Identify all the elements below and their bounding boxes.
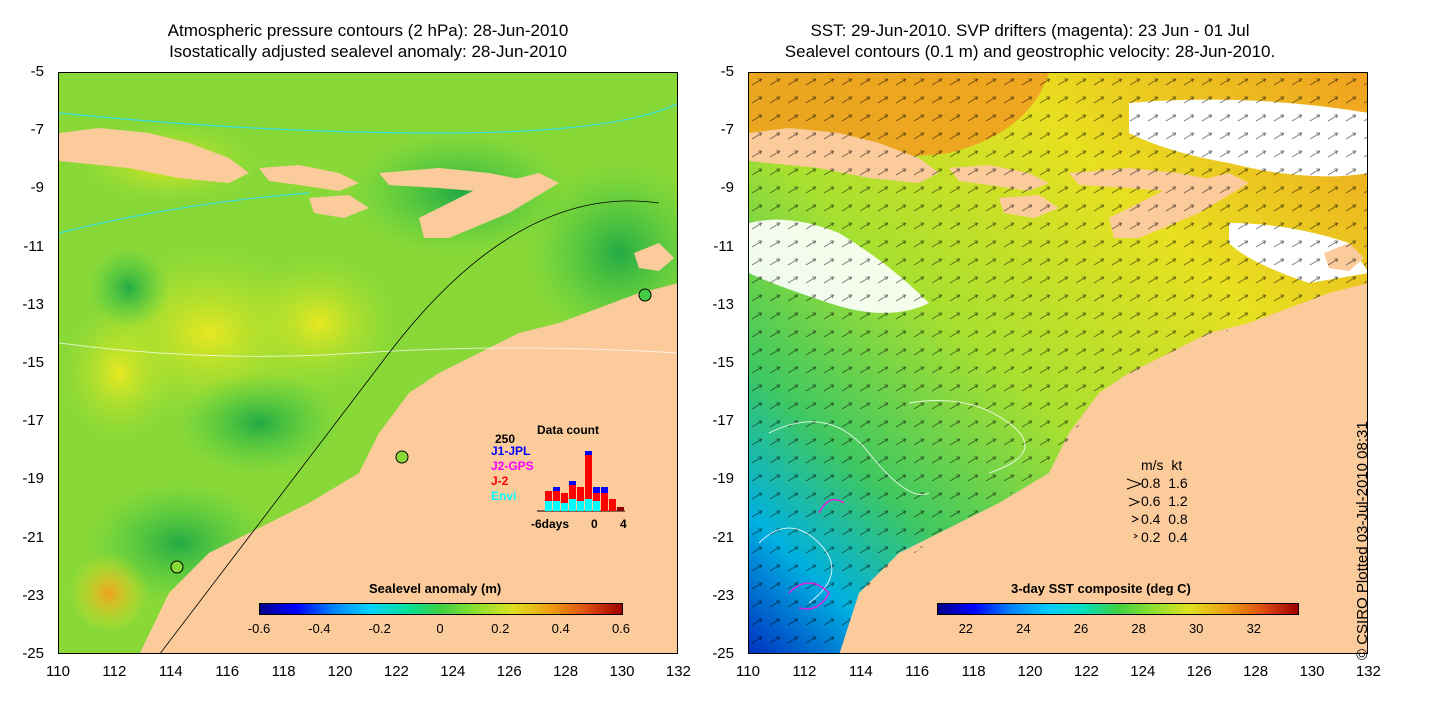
y-tick-label: -19: [22, 470, 44, 488]
x-tick-label: 130: [609, 663, 635, 680]
x-tick-label: 122: [383, 663, 409, 680]
velocity-legend-row-4: 0.2 0.4: [1141, 529, 1188, 545]
sst-map-svg: [749, 73, 1367, 653]
y-tick-label: -25: [712, 645, 734, 662]
y-tick-label: -17: [22, 412, 44, 430]
x-tick-label: 132: [665, 663, 691, 680]
velocity-legend-row-2: 0.6 1.2: [1141, 493, 1188, 509]
colorbar-tick-label: 22: [958, 621, 974, 636]
y-tick-label: -19: [712, 470, 734, 488]
data-count-inset: 250 Data count J1-JPL J2-GPS J-2 Envi -6…: [487, 423, 627, 533]
y-tick-label: -13: [712, 295, 734, 313]
x-tick-label: 118: [961, 663, 986, 680]
sealevel-map-svg: [59, 73, 677, 653]
y-tick-label: -7: [30, 121, 44, 139]
x-tick-label: 128: [1243, 663, 1269, 680]
data-count-xlabel-right: 4: [620, 517, 627, 531]
right-title-line1: SST: 29-Jun-2010. SVP drifters (magenta)…: [810, 21, 1250, 40]
data-count-xlabel-mid: 0: [591, 517, 598, 531]
x-tick-label: 112: [102, 663, 127, 680]
x-tick-label: 122: [1073, 663, 1099, 680]
data-count-bar: [545, 451, 624, 511]
y-tick-label: -15: [22, 354, 44, 371]
sst-map: m/s kt 0.8 1.6 0.6 1.2 0.4 0.8 0.2 0.4 3…: [748, 72, 1368, 654]
colorbar-tick-label: 24: [1016, 621, 1031, 636]
left-title-line2: Isostatically adjusted sealevel anomaly:…: [169, 42, 567, 61]
y-tick-label: -15: [712, 354, 734, 371]
x-tick-label: 114: [848, 663, 873, 680]
x-tick-label: 128: [553, 663, 579, 680]
colorbar-tick-label: 0.6: [611, 621, 631, 636]
data-count-xlabel-left: -6days: [531, 517, 570, 531]
x-tick-label: 118: [271, 663, 296, 680]
y-tick-label: -21: [22, 528, 44, 546]
y-tick-label: -9: [30, 179, 44, 197]
colorbar-tick-label: 26: [1073, 621, 1089, 636]
copyright-notice: © CSIRO Plotted 03-Jul-2010 08:31: [1354, 421, 1371, 660]
y-tick-label: -13: [22, 295, 44, 313]
colorbar-tick-label: 0: [436, 621, 444, 636]
data-count-bars: [537, 451, 625, 512]
velocity-legend-row-1: 0.8 1.6: [1141, 475, 1188, 491]
data-count-legend-j2gps: J2-GPS: [491, 459, 534, 473]
x-tick-label: 120: [327, 663, 353, 680]
y-tick-label: -7: [720, 121, 734, 139]
right-colorbar: [937, 603, 1299, 615]
colorbar-tick-label: -0.6: [247, 621, 271, 636]
x-tick-label: 124: [1130, 663, 1156, 680]
y-tick-label: -11: [713, 237, 734, 255]
x-tick-label: 120: [1017, 663, 1043, 680]
y-tick-label: -5: [720, 63, 734, 80]
colorbar-tick-label: 32: [1246, 621, 1262, 636]
left-title-line1: Atmospheric pressure contours (2 hPa): 2…: [167, 21, 569, 40]
velocity-legend-header: m/s kt: [1141, 457, 1183, 473]
colorbar-tick-label: 0.4: [551, 621, 570, 636]
x-tick-label: 112: [792, 663, 817, 680]
x-tick-label: 110: [46, 663, 70, 680]
left-colorbar: [259, 603, 623, 615]
x-tick-label: 126: [496, 663, 522, 680]
colorbar-tick-label: -0.2: [368, 621, 391, 636]
x-tick-label: 124: [440, 663, 466, 680]
data-count-legend-j1: J1-JPL: [491, 444, 531, 458]
velocity-legend-arrows: [1126, 478, 1143, 539]
y-tick-label: -23: [22, 586, 44, 604]
velocity-legend-row-3: 0.4 0.8: [1141, 511, 1188, 527]
colorbar-tick-label: 28: [1131, 621, 1146, 636]
y-tick-label: -17: [712, 412, 734, 430]
right-title-line2: Sealevel contours (0.1 m) and geostrophi…: [784, 42, 1276, 61]
colorbar-tick-label: 30: [1188, 621, 1204, 636]
y-tick-label: -5: [30, 63, 44, 80]
x-tick-label: 114: [158, 663, 183, 680]
x-tick-label: 130: [1299, 663, 1325, 680]
x-tick-label: 116: [215, 663, 240, 680]
x-tick-label: 110: [736, 663, 760, 680]
data-count-title: Data count: [537, 423, 600, 437]
colorbar-tick-label: 0.2: [491, 621, 510, 636]
y-tick-label: -9: [720, 179, 734, 197]
data-count-legend-j2: J-2: [491, 474, 509, 488]
right-colorbar-label: 3-day SST composite (deg C): [1011, 581, 1191, 596]
y-tick-label: -21: [712, 528, 734, 546]
data-count-legend-envi: Envi: [491, 489, 517, 503]
y-tick-label: -23: [712, 586, 734, 604]
left-colorbar-label: Sealevel anomaly (m): [369, 581, 502, 596]
x-tick-label: 126: [1186, 663, 1212, 680]
data-count-ymax: 250: [495, 432, 516, 446]
x-tick-label: 116: [905, 663, 930, 680]
x-tick-label: 132: [1355, 663, 1381, 680]
sealevel-anomaly-map: 250 Data count J1-JPL J2-GPS J-2 Envi -6…: [58, 72, 678, 654]
y-tick-label: -11: [23, 237, 44, 255]
colorbar-tick-label: -0.4: [308, 621, 331, 636]
y-tick-label: -25: [22, 645, 44, 662]
